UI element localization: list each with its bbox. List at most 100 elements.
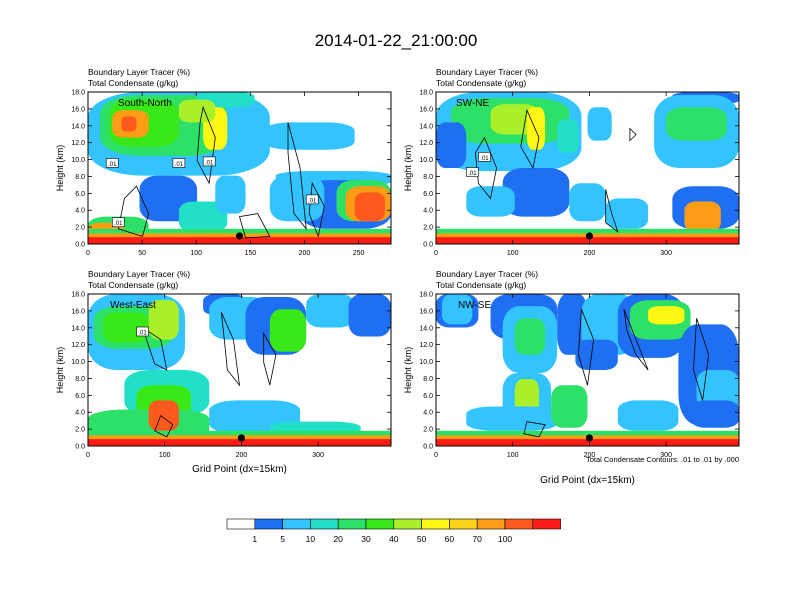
contour-line <box>117 185 150 237</box>
x-tick-label: 300 <box>312 452 324 459</box>
contour-label: .01 <box>114 221 123 227</box>
panel-name: SW-NE <box>456 98 489 109</box>
contour-label: .01 <box>308 198 317 204</box>
x-axis-label: Grid Point (dx=15km) <box>540 475 635 486</box>
y-axis-label: Height (km) <box>403 347 413 394</box>
figure-title: 2014-01-22_21:00:00 <box>314 31 478 50</box>
y-tick-label: 0.0 <box>75 444 85 451</box>
field-region <box>148 400 179 431</box>
y-tick-label: 12.0 <box>71 342 85 349</box>
panel-field <box>436 294 739 446</box>
contour-line <box>263 331 277 386</box>
field-region <box>269 175 325 222</box>
panel-subtitle-condensate: Total Condensate (g/kg) <box>436 280 526 290</box>
y-tick-label: 6.0 <box>75 191 85 198</box>
field-region <box>348 294 391 337</box>
y-tick-label: 2.0 <box>75 225 85 232</box>
x-tick-label: 200 <box>584 250 596 257</box>
y-tick-label: 4.0 <box>423 410 433 417</box>
x-tick-label: 100 <box>190 250 202 257</box>
y-tick-label: 16.0 <box>71 308 85 315</box>
contour-line <box>629 127 637 142</box>
y-axis-label: Height (km) <box>55 145 65 192</box>
contour-line <box>474 136 498 200</box>
field-region <box>514 318 546 355</box>
contour-label: .01 <box>108 162 117 168</box>
y-tick-label: 10.0 <box>71 359 85 366</box>
plot-frame <box>87 91 392 245</box>
contour-line <box>141 326 168 371</box>
y-tick-label: 12.0 <box>419 140 433 147</box>
x-tick-label: 0 <box>434 452 438 459</box>
contour-line <box>623 309 649 371</box>
field-region <box>178 99 216 123</box>
contour-line <box>154 414 174 438</box>
y-tick-label: 12.0 <box>419 342 433 349</box>
panel-subtitle-condensate: Total Condensate (g/kg) <box>88 280 178 290</box>
field-region <box>148 300 179 340</box>
field-region <box>605 198 649 229</box>
panel-subtitle-tracer: Boundary Layer Tracer (%) <box>436 269 538 279</box>
colorbar-label: 20 <box>333 534 343 544</box>
panel-field: .01 <box>88 294 391 446</box>
y-tick-label: 2.0 <box>75 427 85 434</box>
contour-line <box>605 189 619 233</box>
y-tick-label: 8.0 <box>75 174 85 181</box>
contour-label-box <box>478 152 491 162</box>
panel-subtitle-tracer: Boundary Layer Tracer (%) <box>88 67 190 77</box>
location-marker <box>237 434 246 442</box>
y-tick-label: 18.0 <box>419 292 433 299</box>
field-region <box>575 339 618 370</box>
colorbar-label: 40 <box>389 534 399 544</box>
plot-frame <box>435 293 740 447</box>
colorbar-label: 100 <box>498 534 512 544</box>
panel-subtitle-tracer: Boundary Layer Tracer (%) <box>436 67 538 77</box>
x-tick-label: 250 <box>353 250 365 257</box>
y-tick-label: 10.0 <box>71 157 85 164</box>
contour-line <box>196 105 216 185</box>
field-region <box>696 370 739 410</box>
x-tick-label: 0 <box>434 250 438 257</box>
y-tick-label: 16.0 <box>419 106 433 113</box>
panel-west-east: Boundary Layer Tracer (%)Total Condensat… <box>55 269 392 475</box>
contour-line <box>520 108 540 170</box>
y-tick-label: 6.0 <box>423 393 433 400</box>
y-tick-label: 14.0 <box>419 123 433 130</box>
y-tick-label: 8.0 <box>75 376 85 383</box>
colorbar-swatch <box>532 518 561 530</box>
contour-footnote: Total Condensate Contours: .01 to .01 by… <box>586 455 739 464</box>
field-region <box>617 400 679 431</box>
colorbar-label: 60 <box>445 534 455 544</box>
panel-subtitle-tracer: Boundary Layer Tracer (%) <box>88 269 190 279</box>
field-region <box>215 175 246 214</box>
y-tick-label: 18.0 <box>419 90 433 97</box>
colorbar-swatch <box>310 518 339 530</box>
panel-name: West-East <box>110 300 156 311</box>
x-tick-label: 200 <box>299 250 311 257</box>
colorbar-swatch <box>365 518 395 530</box>
y-tick-label: 0.0 <box>75 242 85 249</box>
location-marker <box>235 232 244 240</box>
y-tick-label: 0.0 <box>423 444 433 451</box>
contour-label-box <box>305 194 319 205</box>
condensate-contours <box>523 309 710 438</box>
condensate-contours <box>141 312 277 438</box>
contour-line <box>577 309 595 386</box>
contour-label: .01 <box>138 331 147 337</box>
field-region <box>466 406 558 431</box>
contour-label: .01 <box>175 162 184 168</box>
y-tick-label: 8.0 <box>423 174 433 181</box>
field-region <box>666 107 727 141</box>
colorbar-label: 5 <box>280 534 285 544</box>
field-region <box>648 306 685 325</box>
y-tick-label: 2.0 <box>423 427 433 434</box>
contour-label: .01 <box>480 156 489 162</box>
colorbar-swatch <box>226 518 256 530</box>
panel-nw-se: Boundary Layer Tracer (%)Total Condensat… <box>403 269 740 486</box>
y-tick-label: 0.0 <box>423 242 433 249</box>
field-region <box>557 294 588 355</box>
field-region <box>354 192 385 222</box>
contour-label: .01 <box>468 171 477 177</box>
field-region <box>551 385 588 428</box>
colorbar-swatch <box>337 518 367 530</box>
